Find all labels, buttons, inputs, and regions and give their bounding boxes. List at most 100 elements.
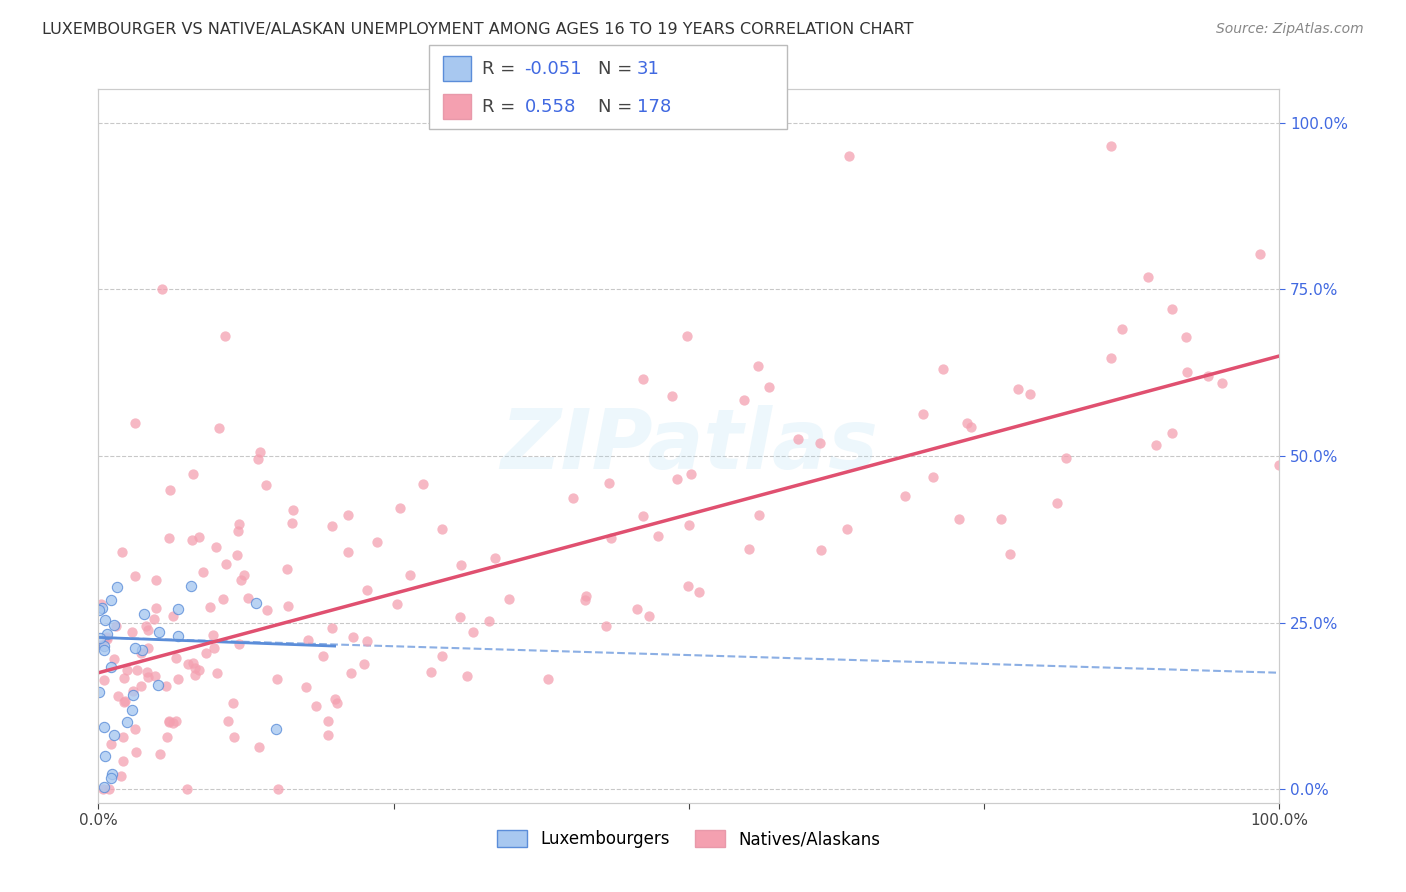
Point bbox=[131, 679, 153, 693]
Point bbox=[810, 542, 832, 557]
Point bbox=[180, 533, 202, 548]
Point bbox=[157, 531, 180, 545]
Point bbox=[1099, 351, 1122, 365]
Point bbox=[256, 602, 278, 616]
Point bbox=[93, 639, 115, 653]
Point bbox=[430, 522, 453, 536]
Point bbox=[1018, 386, 1040, 401]
Text: ZIPatlas: ZIPatlas bbox=[501, 406, 877, 486]
Point bbox=[124, 569, 146, 583]
Point bbox=[224, 730, 246, 744]
Point bbox=[998, 548, 1021, 562]
Point bbox=[353, 657, 375, 671]
Point bbox=[96, 632, 118, 647]
Point bbox=[450, 558, 472, 572]
Point bbox=[193, 566, 215, 580]
Point bbox=[103, 728, 125, 742]
Point bbox=[321, 518, 343, 533]
Point bbox=[115, 714, 138, 729]
Point bbox=[121, 624, 143, 639]
Point bbox=[89, 631, 111, 645]
Point bbox=[638, 608, 661, 623]
Point bbox=[990, 512, 1012, 526]
Point bbox=[574, 593, 596, 607]
Point bbox=[1007, 382, 1029, 396]
Point bbox=[105, 619, 128, 633]
Point bbox=[956, 417, 979, 431]
Point bbox=[931, 361, 953, 376]
Point bbox=[143, 611, 166, 625]
Point bbox=[688, 585, 710, 599]
Point bbox=[1144, 437, 1167, 451]
Point bbox=[184, 667, 207, 681]
Point bbox=[181, 656, 204, 670]
Point bbox=[247, 452, 270, 467]
Point bbox=[264, 723, 287, 737]
Point bbox=[498, 591, 520, 606]
Point bbox=[96, 627, 118, 641]
Text: -0.051: -0.051 bbox=[524, 60, 582, 78]
Point bbox=[747, 359, 769, 374]
Point bbox=[136, 623, 159, 637]
Point bbox=[135, 619, 157, 633]
Point bbox=[336, 508, 359, 522]
Text: 178: 178 bbox=[637, 98, 671, 116]
Point bbox=[157, 714, 180, 729]
Point bbox=[1249, 247, 1271, 261]
Point bbox=[1211, 376, 1233, 391]
Point bbox=[276, 561, 298, 575]
Point bbox=[143, 669, 166, 683]
Point bbox=[1137, 270, 1160, 285]
Point bbox=[537, 672, 560, 686]
Point bbox=[214, 329, 236, 343]
Point bbox=[430, 649, 453, 664]
Point bbox=[112, 671, 135, 685]
Point bbox=[598, 475, 620, 490]
Point bbox=[1197, 368, 1219, 383]
Text: Source: ZipAtlas.com: Source: ZipAtlas.com bbox=[1216, 22, 1364, 37]
Point bbox=[165, 714, 187, 728]
Point bbox=[758, 380, 780, 394]
Point bbox=[1054, 450, 1077, 465]
Point bbox=[1099, 139, 1122, 153]
Point bbox=[574, 589, 596, 603]
Text: 31: 31 bbox=[637, 60, 659, 78]
Point bbox=[91, 639, 114, 653]
Point bbox=[145, 573, 167, 587]
Point bbox=[112, 731, 135, 745]
Point bbox=[135, 665, 157, 679]
Point bbox=[188, 530, 211, 544]
Point bbox=[478, 614, 501, 628]
Point bbox=[626, 602, 648, 616]
Point bbox=[124, 722, 146, 736]
Point bbox=[249, 445, 271, 459]
Point bbox=[388, 501, 411, 516]
Point bbox=[90, 600, 112, 615]
Point bbox=[808, 435, 831, 450]
Point bbox=[312, 649, 335, 664]
Point bbox=[94, 748, 117, 763]
Point bbox=[326, 696, 349, 710]
Point bbox=[124, 641, 146, 656]
Point bbox=[167, 673, 190, 687]
Point bbox=[146, 677, 169, 691]
Point bbox=[277, 599, 299, 614]
Point bbox=[228, 637, 250, 651]
Point bbox=[125, 745, 148, 759]
Point bbox=[93, 720, 115, 734]
Point bbox=[225, 549, 247, 563]
Point bbox=[101, 767, 124, 781]
Text: 0.558: 0.558 bbox=[524, 98, 576, 116]
Point bbox=[599, 531, 621, 545]
Point bbox=[149, 747, 172, 761]
Point bbox=[419, 665, 441, 679]
Point bbox=[212, 592, 235, 607]
Point bbox=[297, 633, 319, 648]
Point bbox=[678, 518, 700, 533]
Point bbox=[205, 665, 228, 680]
Point bbox=[665, 472, 688, 486]
Point bbox=[100, 659, 122, 673]
Point bbox=[305, 698, 328, 713]
Point bbox=[217, 714, 239, 729]
Point bbox=[201, 628, 224, 642]
